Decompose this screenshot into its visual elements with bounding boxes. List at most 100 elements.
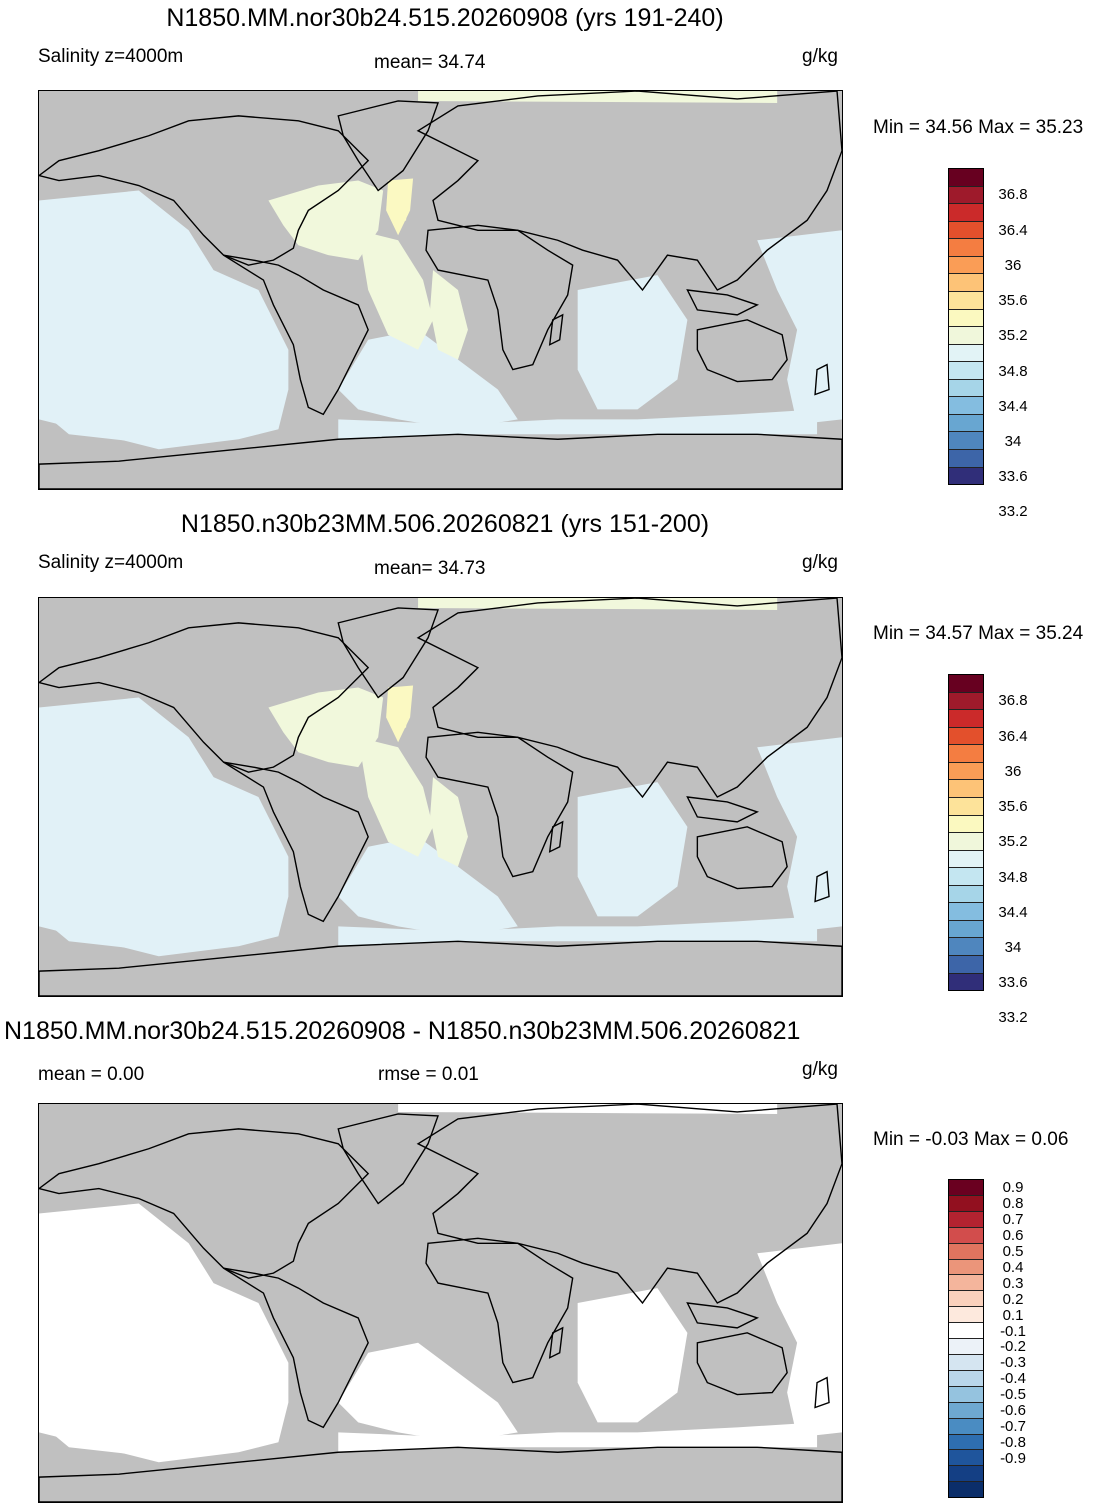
colorbar-box-9 [949,833,983,851]
colorbar-tick-label: 34 [1004,938,1022,956]
colorbar-box-8 [949,1307,983,1324]
deep-ocean-region [577,1288,688,1423]
panel-1-colorbar [948,168,984,485]
colorbar-box-3 [949,221,983,240]
colorbar-box-2 [949,1211,983,1228]
colorbar-box-5 [949,1259,983,1276]
colorbar-tick-label: 0.6 [1002,1226,1024,1244]
colorbar-box-11 [949,362,983,380]
coastline [814,1376,830,1409]
coastline [548,313,564,346]
coastline [425,731,574,878]
high-salinity-region [268,180,384,261]
coastline [223,254,369,416]
coastline [416,91,842,292]
panel-2-colorbar [948,674,984,991]
colorbar-tick-label: 35.6 [998,292,1028,310]
colorbar-box-7 [949,1291,983,1308]
panel-3-colorbar-ticks: 0.9 0.8 0.7 0.6 0.5 0.4 0.3 0.2 0.1 -0.1 -0.2 -0.3-… [990,1179,1040,1498]
colorbar-box-1 [949,186,983,205]
deep-ocean-region [338,1422,818,1453]
coastline [223,761,369,923]
colorbar-box-5 [949,762,983,781]
panel-2-variable-label: Salinity z=4000m [38,552,184,573]
colorbar-tick-label: 33.6 [998,468,1028,486]
colorbar-tick-label: 33.6 [998,974,1028,992]
high-salinity-region [268,687,384,768]
coastline [223,1267,369,1429]
panel-2-mean-label: mean= 34.73 [374,558,486,579]
colorbar-box-14 [949,920,983,939]
colorbar-tick-label: 35.2 [998,327,1028,345]
colorbar-box-19 [949,1482,983,1498]
panel-1-map [38,90,843,490]
colorbar-tick-label: -0.4 [1000,1370,1026,1388]
colorbar-box-13 [949,1386,983,1403]
coastline [686,289,760,316]
coastline [425,1237,574,1384]
coastline [337,1113,439,1205]
colorbar-tick-label: 0.2 [1002,1290,1024,1308]
colorbar-box-16 [949,450,983,468]
coastline [39,940,842,996]
peak-salinity-region [393,692,409,733]
panel-1-units-label: g/kg [802,46,838,67]
colorbar-box-8 [949,309,983,328]
colorbar-tick-label: 34 [1004,432,1022,450]
colorbar-box-15 [949,1418,983,1435]
colorbar-box-10 [949,850,983,869]
colorbar-tick-label: 34.8 [998,362,1028,380]
high-salinity-region [430,777,468,867]
colorbar-box-14 [949,414,983,433]
coastline [337,100,439,192]
coastline [39,433,842,489]
colorbar-tick-label: -0.2 [1000,1338,1026,1356]
colorbar-box-7 [949,291,983,310]
panel-2-colorbar-ticks: 36.8 36.4 36 35.6 35.2 34.8 34.4 34 33.6 33.2 [990,674,1040,1025]
panel-2-map [38,597,843,997]
colorbar-box-7 [949,797,983,816]
deep-ocean-region [757,737,842,932]
colorbar-tick-label: 36.4 [998,221,1028,239]
colorbar-box-11 [949,1354,983,1371]
high-salinity-region [358,230,434,350]
coastline [686,1302,760,1329]
colorbar-box-16 [949,956,983,974]
colorbar-box-10 [949,344,983,363]
colorbar-tick-label: 35.2 [998,833,1028,851]
colorbar-box-2 [949,710,983,728]
coastline [337,607,439,699]
coastline [39,622,370,773]
high-salinity-region [430,270,468,360]
coastline [686,796,760,823]
high-salinity-region [358,737,434,857]
colorbar-box-10 [949,1339,983,1355]
colorbar-tick-label: -0.7 [1000,1418,1026,1436]
colorbar-box-4 [949,239,983,257]
colorbar-box-8 [949,815,983,834]
colorbar-box-11 [949,868,983,886]
colorbar-tick-label: 33.2 [998,1009,1028,1027]
coastline [416,1104,842,1305]
coastline [39,115,370,266]
colorbar-box-12 [949,379,983,398]
colorbar-tick-label: 36.4 [998,727,1028,745]
colorbar-box-12 [949,1370,983,1387]
deep-ocean-region [39,260,259,445]
coastline [814,870,830,903]
colorbar-tick-label: 0.1 [1002,1306,1024,1324]
colorbar-tick-label: -0.9 [1000,1450,1026,1468]
colorbar-tick-label: -0.6 [1000,1402,1026,1420]
colorbar-tick-label: -0.3 [1000,1354,1026,1372]
coastline [39,1446,842,1502]
colorbar-tick-label: 0.7 [1002,1210,1024,1228]
colorbar-tick-label: 0.9 [1002,1178,1024,1196]
colorbar-tick-label: 34.8 [998,868,1028,886]
colorbar-box-0 [949,1180,983,1196]
colorbar-tick-label: 33.2 [998,503,1028,521]
deep-ocean-region [39,1273,259,1458]
panel-1-mean-label: mean= 34.74 [374,52,486,73]
colorbar-tick-label: -0.5 [1000,1386,1026,1404]
deep-ocean-region [577,275,688,410]
colorbar-box-13 [949,903,983,921]
